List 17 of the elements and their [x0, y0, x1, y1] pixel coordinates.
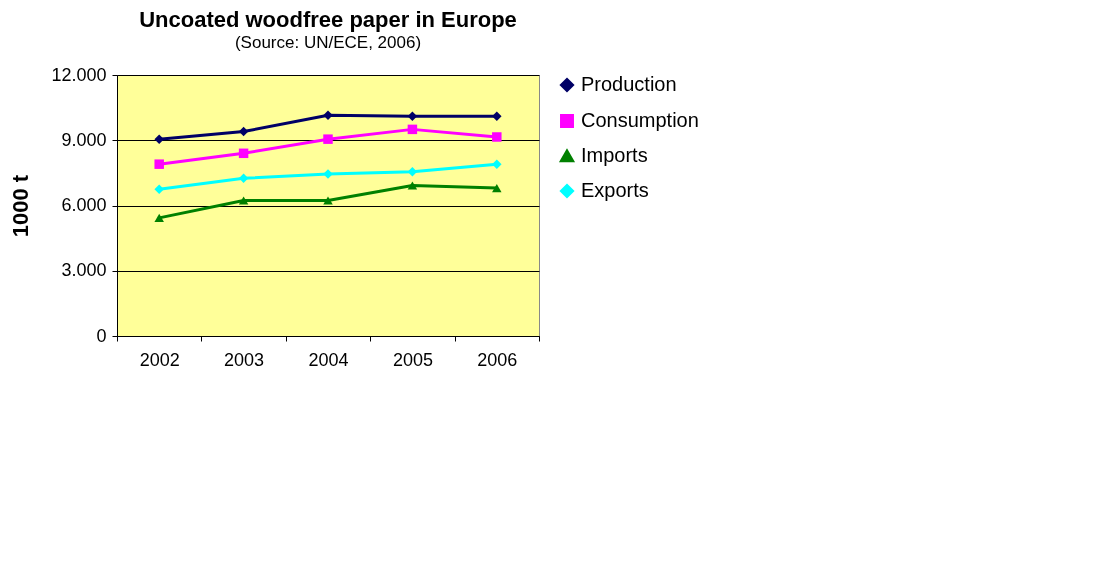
legend-label: Consumption	[581, 109, 699, 131]
x-tick-label: 2005	[392, 349, 433, 370]
y-tick-label: 3.000	[61, 260, 107, 281]
y-tick-label: 6.000	[61, 195, 107, 215]
legend-label: Production	[581, 73, 677, 95]
legend-label: Imports	[581, 144, 648, 166]
y-tick-label: 12.000	[51, 64, 107, 85]
x-tick-label: 2006	[477, 349, 518, 370]
x-tick-label: 2004	[308, 349, 349, 370]
y-axis-title: 1000 t	[8, 174, 34, 238]
chart-subtitle: (Source: UN/ECE, 2006)	[234, 33, 422, 52]
y-tick-label: 0	[96, 325, 107, 346]
chart-title: Uncoated woodfree paper in Europe	[139, 7, 517, 32]
legend-label: Exports	[581, 179, 649, 201]
x-tick-label: 2002	[139, 349, 180, 370]
x-tick-label: 2003	[224, 349, 265, 370]
y-tick-label: 9.000	[61, 129, 107, 150]
